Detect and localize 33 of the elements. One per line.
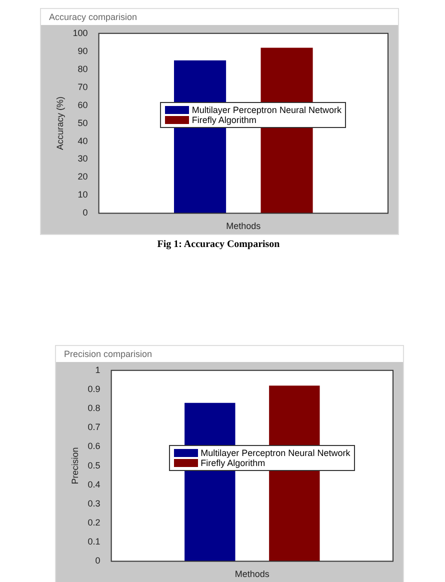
y-axis-title: Accuracy (%) — [54, 96, 65, 150]
y-tick-label: 0.4 — [88, 479, 100, 490]
caption: Fig 1: Accuracy Comparison — [156, 239, 281, 250]
legend-label: Firefly Algorithm — [200, 458, 266, 468]
y-tick-label: 10 — [78, 190, 88, 200]
y-tick-label: 50 — [78, 118, 88, 128]
x-axis-title: Methods — [226, 221, 262, 232]
y-tick-label: 40 — [78, 136, 88, 146]
y-tick-label: 70 — [78, 82, 88, 92]
y-tick-label: 1 — [95, 364, 100, 375]
y-tick-label: 0.7 — [88, 422, 100, 432]
x-axis-title: Methods — [234, 569, 270, 580]
y-tick-label: 0.1 — [88, 536, 100, 547]
y-tick-label: 0 — [82, 208, 88, 218]
y-tick-label: 0.9 — [88, 384, 100, 394]
chart-title: Precision comparision — [63, 348, 154, 361]
y-tick-label: 0.5 — [88, 460, 100, 470]
legend-label: Firefly Algorithm — [192, 115, 256, 126]
y-axis-title: Precision — [70, 447, 80, 484]
y-tick-label: 80 — [78, 64, 88, 74]
chart-title: Accuracy comparision — [48, 11, 138, 24]
y-tick-label: 100 — [72, 28, 88, 38]
y-tick-label: 30 — [78, 154, 88, 164]
y-tick-label: 0.2 — [88, 518, 100, 528]
y-tick-label: 0.8 — [88, 403, 100, 414]
y-tick-label: 0.3 — [88, 498, 100, 508]
legend-label: Multilayer Perceptron Neural Network — [192, 105, 342, 116]
y-tick-label: 0.6 — [88, 441, 100, 452]
y-tick-label: 20 — [78, 172, 88, 182]
y-tick-label: 60 — [78, 100, 88, 110]
y-tick-label: 90 — [78, 46, 88, 56]
y-tick-label: 0 — [95, 556, 100, 566]
legend-label: Multilayer Perceptron Neural Network — [200, 448, 350, 458]
